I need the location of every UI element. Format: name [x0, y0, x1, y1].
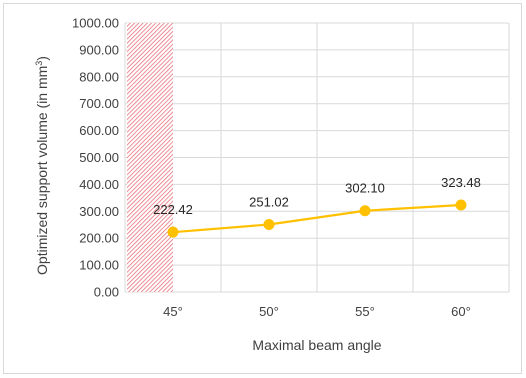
x-tick-label: 45°	[163, 304, 183, 319]
x-tick-label: 55°	[355, 304, 375, 319]
hatched-region	[127, 23, 173, 292]
data-point	[359, 205, 371, 217]
y-tick-label: 100.00	[79, 258, 119, 273]
y-tick-label: 900.00	[79, 42, 119, 57]
y-tick-label: 300.00	[79, 204, 119, 219]
data-label: 251.02	[249, 194, 289, 209]
gridlines	[124, 22, 510, 293]
data-label: 323.48	[441, 175, 481, 190]
y-tick-label: 500.00	[79, 150, 119, 165]
y-tick-label: 200.00	[79, 231, 119, 246]
hatched-infeasible-area	[127, 23, 173, 292]
data-labels: 222.42 251.02 302.10 323.48	[153, 175, 481, 217]
y-axis-title-end: )	[34, 56, 50, 61]
data-point	[263, 218, 275, 230]
data-label: 222.42	[153, 202, 193, 217]
y-tick-label: 0.00	[94, 285, 119, 300]
y-axis-title-main: Optimized support volume (in mm	[34, 66, 50, 275]
chart-frame	[3, 3, 522, 374]
x-tick-label: 50°	[259, 304, 279, 319]
x-axis-title: Maximal beam angle	[252, 337, 381, 353]
y-tick-label: 1000.00	[72, 16, 119, 31]
x-tick-label: 60°	[451, 304, 471, 319]
data-point	[455, 199, 467, 211]
data-point	[167, 226, 179, 238]
series-line	[167, 199, 467, 238]
y-axis-title-superscript: 3	[34, 61, 44, 66]
y-tick-label: 400.00	[79, 177, 119, 192]
y-tick-label: 700.00	[79, 96, 119, 111]
y-tick-label: 600.00	[79, 123, 119, 138]
y-tick-label: 800.00	[79, 69, 119, 84]
series-polyline	[172, 203, 462, 234]
data-label: 302.10	[345, 181, 385, 196]
x-axis-ticks: 45° 50° 55° 60°	[163, 304, 471, 319]
y-axis-ticks: 0.00 100.00 200.00 300.00 400.00 500.00 600.00…	[72, 16, 119, 300]
y-axis-title: Optimized support volume (in mm3)	[34, 56, 50, 275]
